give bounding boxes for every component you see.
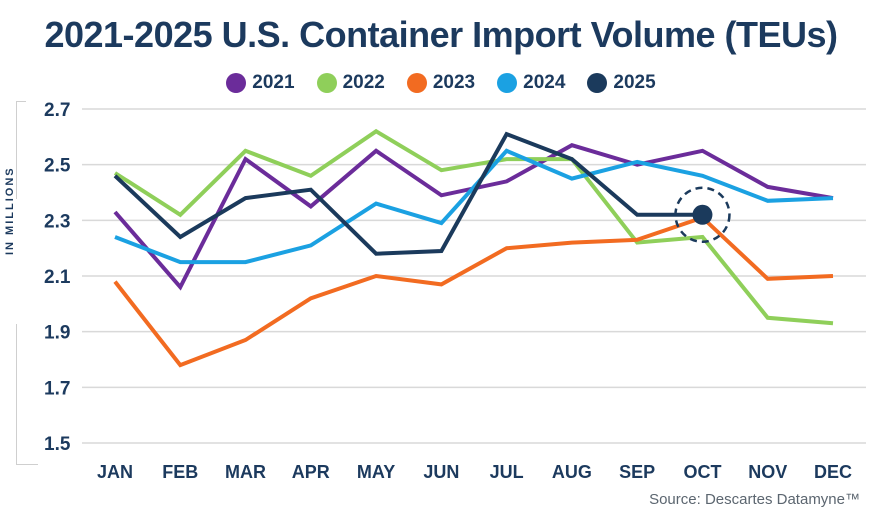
x-tick-label: JUL (490, 462, 524, 482)
series-line-2025 (113, 131, 703, 256)
x-tick-label: APR (292, 462, 330, 482)
highlight-ring (674, 186, 731, 244)
y-tick-label: 2.3 (44, 211, 70, 232)
frame-line (16, 101, 17, 199)
x-tick-label: SEP (619, 462, 655, 482)
source-note: Source: Descartes Datamyne™ (649, 491, 860, 508)
legend-label: 2022 (342, 72, 385, 93)
y-tick-label: 1.5 (44, 434, 71, 455)
x-tick-label: JUN (423, 462, 459, 482)
x-tick-label: DEC (814, 462, 852, 482)
y-tick-label: 1.9 (44, 323, 70, 344)
legend-label: 2024 (523, 72, 566, 93)
y-tick-label: 2.7 (44, 100, 70, 121)
x-tick-label: MAY (357, 462, 395, 482)
legend: 2021 2022 2023 2024 2025 (0, 72, 882, 94)
legend-label: 2025 (613, 72, 656, 93)
series-line-2024 (114, 148, 834, 265)
legend-marker-icon (316, 73, 337, 93)
legend-item-2024[interactable]: 2024 (497, 72, 565, 94)
x-tick-label: OCT (683, 462, 721, 482)
x-tick-label: MAR (225, 462, 266, 482)
frame-line (16, 101, 26, 102)
chart-title: 2021-2025 U.S. Container Import Volume (… (44, 14, 838, 55)
legend-item-2022[interactable]: 2022 (316, 72, 385, 94)
highlight-point (692, 204, 713, 225)
legend-item-2023[interactable]: 2023 (406, 72, 476, 94)
y-axis-ticks: 2.7 2.5 2.3 2.1 1.9 1.7 1.5 (44, 100, 71, 455)
series-line-2023 (113, 215, 834, 368)
y-tick-label: 1.7 (44, 378, 70, 399)
y-tick-label: 2.1 (44, 267, 71, 288)
series-line-2022 (113, 128, 834, 326)
legend-marker-icon (587, 73, 608, 93)
x-axis-ticks: JAN FEB MAR APR MAY JUN JUL AUG SEP OCT NOV DEC (97, 462, 852, 482)
legend-item-2021[interactable]: 2021 (226, 72, 295, 94)
legend-marker-icon (497, 73, 518, 93)
x-tick-label: NOV (748, 462, 787, 482)
frame-line (16, 324, 17, 464)
legend-marker-icon (406, 73, 427, 93)
gridlines (82, 108, 866, 444)
legend-item-2025[interactable]: 2025 (587, 72, 656, 94)
legend-marker-icon (226, 73, 247, 93)
annotation (674, 186, 731, 244)
x-tick-label: JAN (97, 462, 133, 482)
y-tick-label: 2.5 (44, 156, 71, 177)
x-tick-label: AUG (552, 462, 592, 482)
legend-label: 2023 (432, 72, 476, 93)
frame-line (16, 464, 38, 465)
x-tick-label: FEB (162, 462, 198, 482)
legend-label: 2021 (252, 72, 295, 93)
series-lines (113, 128, 834, 368)
